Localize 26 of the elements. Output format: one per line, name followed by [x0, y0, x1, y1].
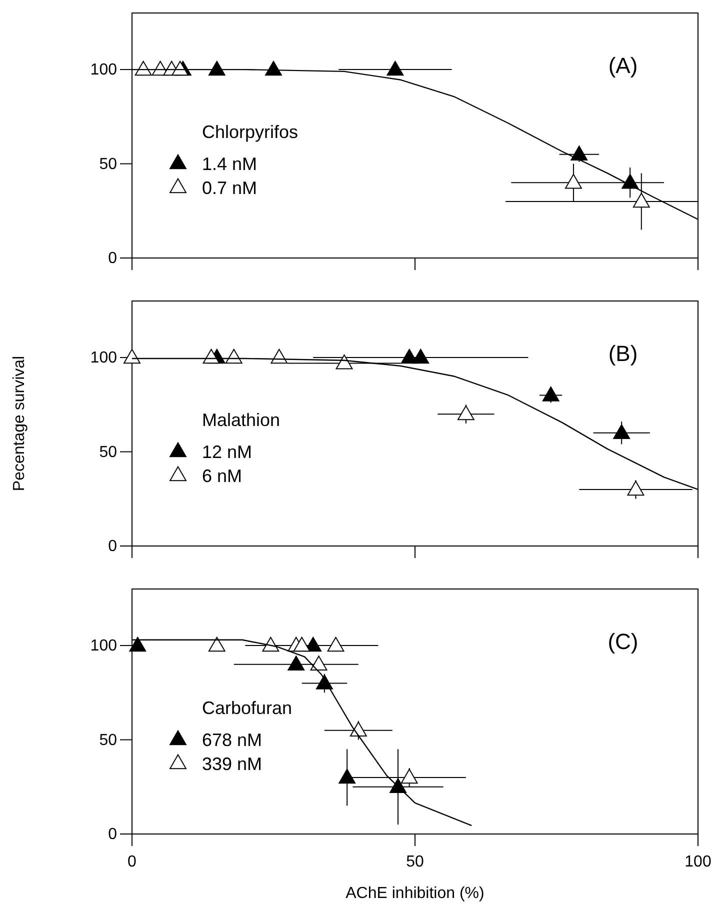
y-axis-title: Pecentage survival [11, 356, 28, 492]
y-tick-label: 100 [90, 350, 118, 367]
annotation: (C) [608, 629, 638, 654]
legend-label: 6 nM [202, 466, 242, 486]
x-tick-label: 0 [128, 854, 137, 871]
y-tick-label: 100 [90, 638, 118, 655]
x-axis-title: AChE inhibition (%) [346, 885, 484, 902]
legend-title: Carbofuran [202, 698, 292, 718]
y-tick-label: 100 [90, 62, 118, 79]
legend-title: Malathion [202, 410, 280, 430]
y-tick-label: 0 [108, 826, 118, 844]
legend-label: 12 nM [202, 442, 252, 462]
annotation: (B) [608, 341, 638, 366]
x-tick-label: 50 [406, 854, 424, 871]
annotation: (A) [608, 53, 638, 78]
y-tick-label: 0 [108, 538, 118, 556]
x-tick-label: 100 [684, 854, 712, 871]
y-tick-label: 50 [99, 444, 118, 461]
y-tick-label: 50 [99, 156, 118, 173]
legend-title: Chlorpyrifos [202, 122, 298, 142]
y-tick-label: 50 [99, 732, 118, 749]
legend-label: 1.4 nM [202, 154, 258, 174]
legend-label: 339 nM [202, 754, 262, 774]
y-tick-label: 0 [108, 250, 118, 268]
legend-label: 678 nM [202, 730, 262, 750]
legend-label: 0.7 nM [202, 178, 258, 198]
